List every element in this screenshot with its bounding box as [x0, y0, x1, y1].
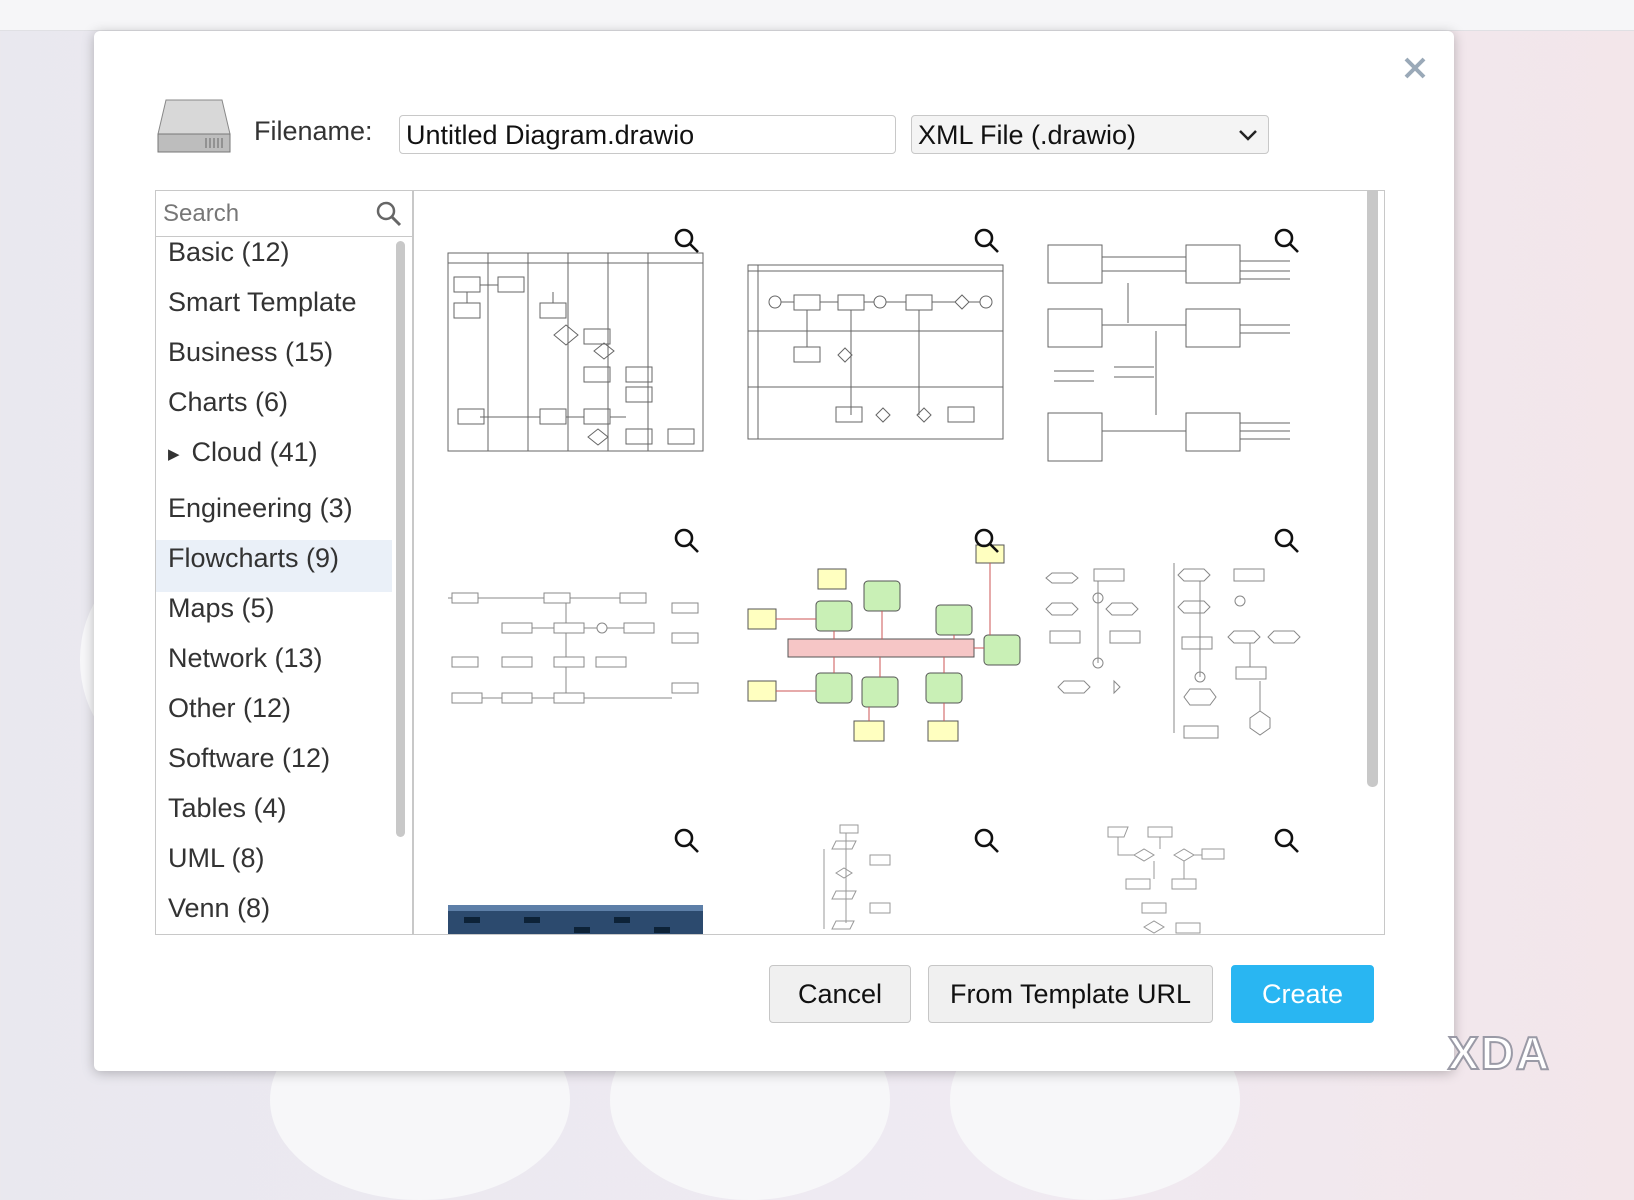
thumbnail	[1045, 563, 1301, 739]
template-thumbnails	[447, 191, 1378, 934]
category-item[interactable]: Basic (12)	[168, 237, 290, 268]
close-button[interactable]	[1402, 55, 1428, 81]
filename-input[interactable]: Untitled Diagram.drawio	[399, 115, 896, 154]
thumbnail	[1047, 244, 1290, 462]
category-item[interactable]: Charts (6)	[168, 387, 288, 418]
thumbnail	[823, 824, 891, 930]
watermark: XDA	[1447, 1026, 1552, 1080]
category-item[interactable]: Software (12)	[168, 743, 330, 774]
category-item[interactable]: Engineering (3)	[168, 493, 353, 524]
category-item[interactable]: Other (12)	[168, 693, 291, 724]
category-item[interactable]: Smart Template	[168, 287, 357, 318]
scrollbar	[396, 241, 405, 837]
category-label: Charts (6)	[168, 387, 289, 417]
category-item[interactable]: Network (13)	[168, 643, 323, 674]
category-label: Basic (12)	[168, 237, 290, 267]
category-label: Tables (4)	[168, 793, 287, 823]
category-label: UML (8)	[168, 843, 265, 873]
category-label: Other (12)	[168, 693, 292, 723]
category-sidebar: Search Basic (12) Smart Template Business …	[155, 190, 413, 935]
search-box[interactable]: Search	[156, 191, 412, 237]
category-label: Cloud (41)	[191, 437, 318, 467]
create-button[interactable]: Create	[1231, 965, 1374, 1023]
thumbnail	[448, 905, 703, 934]
category-item[interactable]: Business (15)	[168, 337, 333, 368]
category-item[interactable]: Flowcharts (9)	[168, 543, 339, 574]
thumbnail	[1107, 826, 1225, 934]
thumbnail	[448, 592, 699, 704]
category-item[interactable]: Maps (5)	[168, 593, 275, 624]
selected-highlight	[156, 540, 392, 592]
expand-arrow[interactable]: ▶	[168, 445, 180, 463]
thumbnail	[747, 544, 1021, 742]
drive-icon	[157, 99, 231, 153]
category-label: Business (15)	[168, 337, 334, 367]
zoom-icons[interactable]	[674, 228, 1299, 853]
page: Filename: Untitled Diagram.drawio XML Fi…	[0, 0, 1634, 1114]
thumbnail	[747, 264, 1004, 440]
cancel-button[interactable]: Cancel	[769, 965, 911, 1023]
toolbar	[0, 0, 1634, 31]
search-placeholder: Search	[163, 200, 240, 227]
category-label: Network (13)	[168, 643, 323, 673]
category-label: Smart Template	[168, 287, 357, 317]
template-gallery	[413, 190, 1385, 935]
category-label: Software (12)	[168, 743, 331, 773]
category-item[interactable]: ▶ Cloud (41)	[168, 437, 318, 468]
category-label: Venn (8)	[168, 893, 271, 923]
file-type: XML File (.drawio)	[918, 120, 1137, 150]
template-url-button[interactable]: From Template URL	[928, 965, 1213, 1023]
category-label: Maps (5)	[168, 593, 275, 623]
category-label: Flowcharts (9)	[168, 543, 340, 573]
filename-label: Filename:	[254, 116, 373, 146]
category-item[interactable]: Tables (4)	[168, 793, 287, 824]
scrollbar	[1367, 191, 1378, 787]
category-item[interactable]: Venn (8)	[168, 893, 270, 924]
file-type-select[interactable]: XML File (.drawio)	[911, 115, 1269, 154]
category-item[interactable]: UML (8)	[168, 843, 265, 874]
category-label: Engineering (3)	[168, 493, 353, 523]
thumbnail	[447, 252, 704, 452]
dropdown-arrow	[1239, 130, 1257, 141]
search-icon	[376, 201, 402, 227]
